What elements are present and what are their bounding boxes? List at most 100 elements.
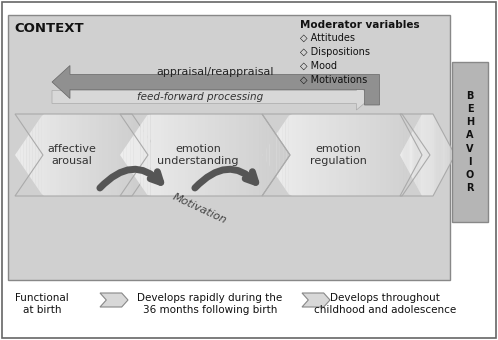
Polygon shape — [198, 114, 202, 196]
Polygon shape — [188, 114, 191, 196]
Polygon shape — [376, 114, 379, 196]
Text: Moderator variables: Moderator variables — [300, 20, 420, 30]
Polygon shape — [426, 114, 427, 196]
Polygon shape — [259, 114, 263, 196]
Polygon shape — [431, 114, 432, 196]
Polygon shape — [403, 116, 406, 194]
Polygon shape — [447, 141, 448, 169]
Polygon shape — [446, 139, 447, 171]
Polygon shape — [434, 116, 435, 194]
Polygon shape — [346, 114, 350, 196]
Polygon shape — [370, 114, 373, 196]
Polygon shape — [413, 128, 414, 182]
Polygon shape — [430, 114, 431, 196]
Polygon shape — [443, 133, 444, 177]
Polygon shape — [178, 114, 181, 196]
Polygon shape — [451, 147, 452, 163]
Polygon shape — [38, 117, 41, 193]
Polygon shape — [50, 114, 53, 196]
Polygon shape — [393, 114, 396, 196]
Polygon shape — [202, 114, 205, 196]
Polygon shape — [436, 120, 437, 190]
Polygon shape — [52, 84, 372, 110]
Polygon shape — [15, 151, 18, 159]
Polygon shape — [292, 114, 296, 196]
Polygon shape — [108, 114, 111, 196]
Polygon shape — [429, 114, 430, 196]
Polygon shape — [454, 153, 455, 157]
Polygon shape — [441, 128, 442, 182]
Polygon shape — [415, 124, 416, 186]
Polygon shape — [219, 114, 222, 196]
Polygon shape — [285, 116, 289, 194]
Polygon shape — [99, 114, 102, 196]
Polygon shape — [416, 135, 420, 175]
Polygon shape — [432, 114, 433, 196]
Polygon shape — [243, 114, 246, 196]
Polygon shape — [425, 114, 426, 196]
Polygon shape — [400, 114, 403, 196]
Polygon shape — [343, 114, 346, 196]
Polygon shape — [373, 114, 376, 196]
Polygon shape — [29, 130, 32, 181]
Polygon shape — [212, 114, 215, 196]
Polygon shape — [32, 125, 35, 185]
Polygon shape — [64, 114, 67, 196]
Polygon shape — [339, 114, 343, 196]
Polygon shape — [93, 114, 96, 196]
Polygon shape — [21, 142, 24, 168]
Polygon shape — [450, 145, 451, 165]
Polygon shape — [312, 114, 316, 196]
Polygon shape — [269, 125, 273, 185]
Polygon shape — [412, 131, 413, 180]
Polygon shape — [120, 114, 123, 196]
Polygon shape — [161, 114, 164, 196]
Polygon shape — [402, 149, 403, 161]
Polygon shape — [440, 126, 441, 184]
Polygon shape — [114, 114, 117, 196]
Polygon shape — [280, 140, 283, 170]
Polygon shape — [53, 114, 56, 196]
Polygon shape — [418, 120, 419, 190]
Polygon shape — [316, 114, 319, 196]
Polygon shape — [423, 145, 427, 165]
FancyBboxPatch shape — [452, 62, 488, 222]
Polygon shape — [323, 114, 326, 196]
Polygon shape — [366, 114, 370, 196]
Text: appraisal/reappraisal: appraisal/reappraisal — [156, 67, 274, 77]
Polygon shape — [168, 114, 171, 196]
Polygon shape — [296, 114, 299, 196]
Polygon shape — [35, 121, 38, 189]
Polygon shape — [275, 131, 279, 180]
Polygon shape — [232, 114, 236, 196]
Polygon shape — [439, 124, 440, 186]
Polygon shape — [24, 138, 26, 172]
Polygon shape — [239, 114, 243, 196]
Polygon shape — [389, 114, 393, 196]
Polygon shape — [142, 130, 145, 181]
Polygon shape — [205, 114, 208, 196]
Polygon shape — [185, 114, 188, 196]
Polygon shape — [400, 153, 401, 157]
Polygon shape — [215, 114, 219, 196]
Polygon shape — [249, 114, 252, 196]
Polygon shape — [408, 139, 409, 171]
Polygon shape — [26, 134, 29, 176]
Text: ◇ Attitudes: ◇ Attitudes — [300, 33, 355, 43]
Polygon shape — [73, 114, 76, 196]
Polygon shape — [144, 115, 147, 195]
Polygon shape — [333, 114, 336, 196]
Text: Functional
at birth: Functional at birth — [15, 293, 69, 314]
Polygon shape — [350, 114, 353, 196]
Polygon shape — [58, 114, 61, 196]
Polygon shape — [302, 114, 306, 196]
Polygon shape — [127, 140, 130, 170]
Polygon shape — [41, 114, 44, 196]
Polygon shape — [336, 114, 339, 196]
Polygon shape — [140, 125, 142, 185]
Polygon shape — [157, 114, 161, 196]
Polygon shape — [150, 114, 154, 196]
Polygon shape — [283, 145, 287, 165]
Polygon shape — [157, 151, 160, 159]
Polygon shape — [353, 114, 356, 196]
